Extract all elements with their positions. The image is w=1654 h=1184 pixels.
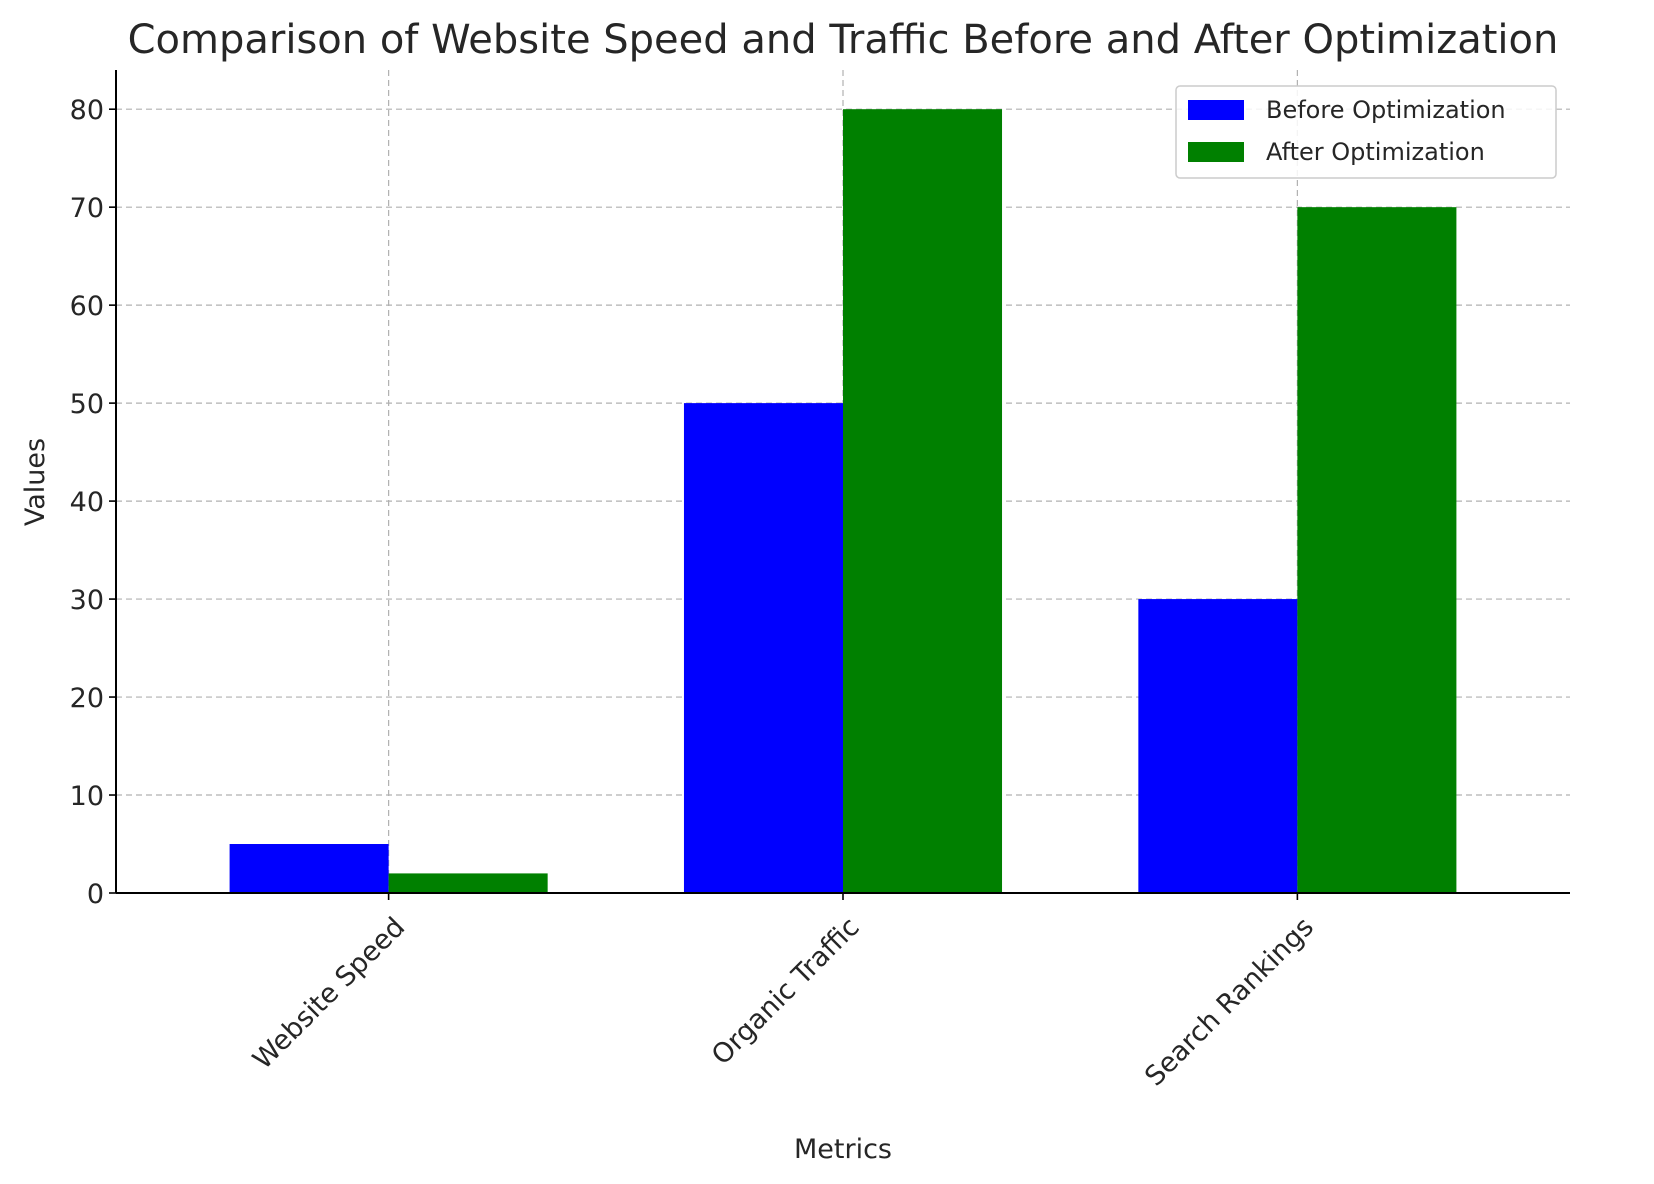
x-axis-label: Metrics xyxy=(794,1134,892,1165)
bar-before-1 xyxy=(683,403,843,893)
legend-label-before: Before Optimization xyxy=(1266,96,1506,124)
y-axis-label: Values xyxy=(20,438,51,526)
y-tick-label-70: 70 xyxy=(70,193,104,224)
bars xyxy=(229,109,1457,893)
legend-label-after: After Optimization xyxy=(1266,138,1485,166)
y-tick-label-10: 10 xyxy=(70,781,104,812)
bar-before-2 xyxy=(1138,599,1298,893)
x-tick-label-1: Organic Traffic xyxy=(706,912,866,1072)
bar-before-0 xyxy=(229,844,389,893)
bar-after-2 xyxy=(1297,207,1457,893)
legend-swatch-after xyxy=(1188,142,1244,162)
y-tick-label-20: 20 xyxy=(70,683,104,714)
y-tick-label-0: 0 xyxy=(87,879,104,910)
y-tick-label-30: 30 xyxy=(70,585,104,616)
legend-frame xyxy=(1175,85,1557,179)
x-tick-label-0: Website Speed xyxy=(247,912,411,1076)
legend: Before Optimization After Optimization xyxy=(1175,85,1557,179)
y-tick-label-50: 50 xyxy=(70,389,104,420)
legend-swatch-before xyxy=(1188,100,1244,120)
y-tick-label-80: 80 xyxy=(70,95,104,126)
chart-title: Comparison of Website Speed and Traffic … xyxy=(128,17,1559,63)
x-tick-label-2: Search Rankings xyxy=(1139,912,1320,1093)
bar-after-0 xyxy=(388,873,548,893)
y-tick-label-40: 40 xyxy=(70,487,104,518)
y-tick-label-60: 60 xyxy=(70,291,104,322)
bar-after-1 xyxy=(843,109,1003,893)
